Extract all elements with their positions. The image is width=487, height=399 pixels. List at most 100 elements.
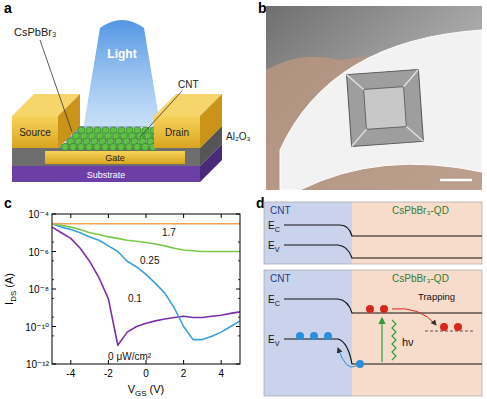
y-tick-label: 10⁻⁸ [28,284,49,295]
shape [352,202,482,264]
region-label: CsPbBr₃-QD [392,273,449,284]
shape [364,87,407,130]
y-tick-label: 10⁻¹² [26,359,50,370]
y-axis-title: IDS (A) [3,273,18,305]
shape [406,125,423,142]
quantum-dot [93,143,100,150]
shape [200,144,222,182]
shape [45,151,185,164]
substrate-label: Substrate [87,170,126,180]
hole [296,332,304,340]
curve-name: 0 [108,351,114,362]
x-axis-title-sub: GS [135,389,146,398]
region-label: CsPbBr₃-QD [392,205,449,216]
x-tick [146,214,147,364]
photon-label: hν [402,336,414,348]
shape [140,91,182,137]
quantum-dot [117,143,124,150]
electron [380,305,388,313]
x-tick [221,214,222,364]
curve-label: 0.1 [128,293,142,304]
y-axis-title-sub: DS [9,291,18,302]
curve-name: 0.1 [128,293,142,304]
region-label: CNT [270,273,291,284]
y-axis-title-rest: (A) [3,273,15,291]
panel-a: aGateSubstrateSourceDrainLightCsPbBr₃CNT… [4,0,251,182]
shape [350,129,367,146]
band-label: EC [268,220,280,234]
y-tick-label: 10⁻¹⁰ [25,322,49,333]
shape [200,94,222,148]
quantum-dot [109,143,116,150]
band-label-sub: C [275,299,280,308]
shape [440,179,472,182]
shape [266,6,482,190]
device-pattern [347,70,424,147]
shape [264,202,482,264]
panel-label: d [256,195,265,211]
source-label: Source [19,127,51,138]
x-axis-title: VGS (V) [128,383,165,398]
shape [392,320,396,360]
hole [324,332,332,340]
shape [352,270,482,396]
quantum-dot [69,143,76,150]
shape [381,318,382,362]
shape [154,116,200,148]
shape [40,40,72,132]
y-tick [52,289,240,290]
x-tick-label: 2 [181,368,187,379]
shape [280,30,482,190]
panel-label: b [258,0,267,16]
hole [310,332,318,340]
curve-name: 0.25 [140,255,160,266]
x-tick [70,214,71,364]
curve-label: 0μW/cm² [108,351,152,362]
quantum-dot [101,143,108,150]
shape [338,348,356,367]
cnt-label: CNT [178,79,199,90]
curve-label: 0.25 [140,255,160,266]
band-label-sub: V [275,245,280,254]
drain-label: Drain [165,127,189,138]
gate-label: Gate [105,153,125,163]
curve-name: 1.7 [162,227,176,238]
shape [82,20,162,136]
panel-c: c-4-202410⁻¹²10⁻¹⁰10⁻⁸10⁻⁶10⁻⁴0μW/cm²0.1… [3,195,240,398]
electron [440,323,448,331]
shape [284,245,482,258]
y-tick-label: 10⁻⁶ [28,247,49,258]
region-label: CNT [270,205,291,216]
series-line [52,227,240,345]
electron [454,323,462,331]
minor-tick [52,279,240,280]
shape [284,339,482,364]
dielectric-label: Al₂O₃ [226,131,251,142]
x-tick-label: 4 [218,368,224,379]
plot-lines [52,224,240,345]
minor-tick [52,298,240,299]
shape [425,331,475,332]
quantum-dot [61,143,68,150]
x-tick-label: -2 [104,368,113,379]
band-label-sub: C [275,225,280,234]
band-label: EC [268,294,280,308]
minor-tick [52,223,240,224]
panel-label: c [4,195,12,211]
x-axis-title-rest: (V) [147,383,165,395]
series-line [52,224,240,252]
panel-b: b [258,0,482,190]
shape [12,116,58,148]
x-tick-label: -4 [66,368,75,379]
quantum-dot [133,143,140,150]
band-label-sub: V [275,339,280,348]
quantum-dot [125,143,132,150]
y-tick [52,326,240,327]
shape [264,202,352,264]
electron [366,305,374,313]
shape [264,270,352,396]
plot-frame [52,214,240,364]
hole [356,360,364,368]
quantum-dot [141,143,148,150]
quantum-dot [77,143,84,150]
